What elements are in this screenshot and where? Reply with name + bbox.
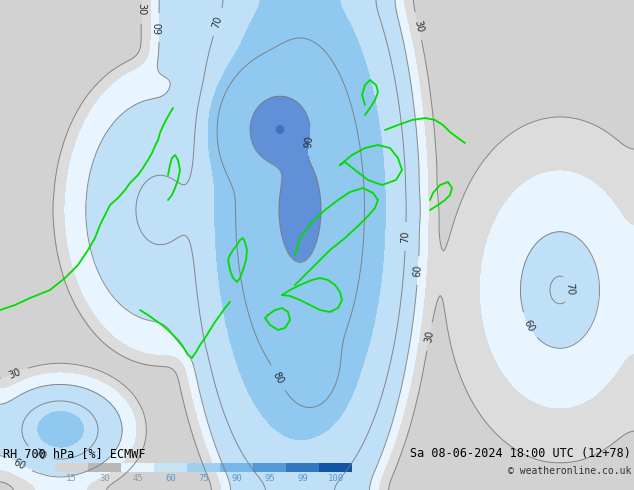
Bar	[55, 463, 88, 472]
Text: 30: 30	[412, 19, 425, 33]
Bar	[319, 463, 352, 472]
Text: 60: 60	[522, 318, 536, 333]
Text: Sa 08-06-2024 18:00 UTC (12+78): Sa 08-06-2024 18:00 UTC (12+78)	[410, 447, 631, 460]
Text: 45: 45	[132, 474, 143, 483]
Bar	[253, 463, 286, 472]
Text: 30: 30	[99, 474, 110, 483]
Text: 70: 70	[32, 447, 48, 462]
Text: 75: 75	[198, 474, 209, 483]
Text: 100: 100	[327, 474, 344, 483]
Text: 90: 90	[231, 474, 242, 483]
Text: 60: 60	[165, 474, 176, 483]
Text: 95: 95	[264, 474, 275, 483]
Bar	[220, 463, 253, 472]
Text: 30: 30	[7, 367, 22, 380]
Bar	[121, 463, 154, 472]
Text: 70: 70	[564, 282, 576, 295]
Text: 30: 30	[136, 3, 146, 15]
Text: 15: 15	[66, 474, 77, 483]
Text: RH 700 hPa [%] ECMWF: RH 700 hPa [%] ECMWF	[3, 447, 145, 460]
Text: 70: 70	[400, 230, 411, 243]
Bar	[286, 463, 319, 472]
Text: 30: 30	[424, 329, 436, 343]
Bar	[154, 463, 187, 472]
Text: 60: 60	[154, 22, 164, 34]
Text: 70: 70	[211, 14, 224, 29]
Text: 60: 60	[11, 457, 27, 472]
Text: 60: 60	[413, 264, 424, 277]
Text: © weatheronline.co.uk: © weatheronline.co.uk	[508, 466, 631, 476]
Bar	[88, 463, 121, 472]
Text: 99: 99	[297, 474, 308, 483]
Text: 80: 80	[271, 370, 285, 386]
Bar	[187, 463, 220, 472]
Text: 90: 90	[304, 135, 315, 148]
